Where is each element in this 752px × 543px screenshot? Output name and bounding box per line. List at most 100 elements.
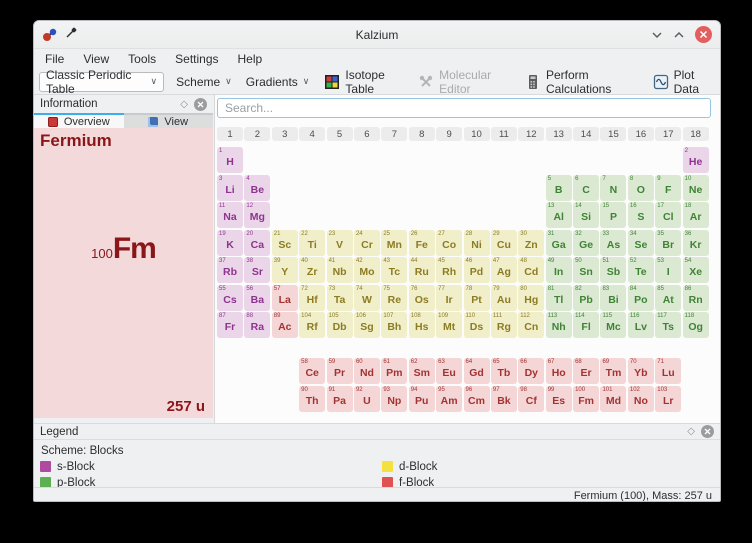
search-input[interactable] [217, 98, 711, 118]
element-cell-Mn[interactable]: 25 Mn [381, 229, 408, 256]
menu-item-help[interactable]: Help [237, 52, 263, 66]
menu-item-file[interactable]: File [45, 52, 65, 66]
element-cell-Ho[interactable]: 67 Ho [545, 358, 572, 384]
element-cell-Fl[interactable]: 114 Fl [573, 312, 600, 338]
element-cell-Pd[interactable]: 46 Pd [463, 257, 490, 283]
element-cell-Rn[interactable]: 86 Rn [682, 284, 709, 311]
menu-item-tools[interactable]: Tools [128, 52, 157, 66]
float-dock-icon[interactable]: ◇ [180, 98, 188, 110]
element-cell-Rb[interactable]: 37 Rb [217, 257, 243, 283]
element-cell-Mg[interactable]: 12 Mg [244, 202, 271, 228]
element-cell-No[interactable]: 102 No [627, 385, 654, 412]
element-cell-Am[interactable]: 95 Am [436, 385, 463, 412]
element-cell-Ba[interactable]: 56 Ba [244, 284, 271, 311]
element-cell-Li[interactable]: 3 Li [217, 174, 243, 201]
element-cell-Pu[interactable]: 94 Pu [408, 385, 435, 412]
element-cell-Os[interactable]: 76 Os [408, 284, 435, 311]
element-cell-Cr[interactable]: 24 Cr [353, 229, 380, 256]
element-cell-Si[interactable]: 14 Si [573, 202, 600, 228]
tab-view[interactable]: View [123, 113, 213, 129]
element-cell-Ga[interactable]: 31 Ga [545, 229, 572, 256]
element-cell-P[interactable]: 15 P [600, 202, 627, 228]
element-cell-Er[interactable]: 68 Er [573, 358, 600, 384]
element-cell-Lu[interactable]: 71 Lu [655, 358, 682, 384]
float-dock-icon[interactable]: ◇ [687, 426, 695, 437]
minimize-button[interactable] [651, 31, 663, 39]
element-cell-Cu[interactable]: 29 Cu [490, 229, 517, 256]
element-cell-Ca[interactable]: 20 Ca [244, 229, 271, 256]
element-cell-W[interactable]: 74 W [353, 284, 380, 311]
element-cell-Pr[interactable]: 59 Pr [326, 358, 353, 384]
element-cell-Y[interactable]: 39 Y [271, 257, 298, 283]
element-cell-Ti[interactable]: 22 Ti [299, 229, 326, 256]
element-cell-Ts[interactable]: 117 Ts [655, 312, 682, 338]
element-cell-Ge[interactable]: 32 Ge [573, 229, 600, 256]
element-cell-La[interactable]: 57 La [271, 284, 298, 311]
element-cell-Lv[interactable]: 116 Lv [627, 312, 654, 338]
element-cell-Te[interactable]: 52 Te [627, 257, 654, 283]
tab-overview[interactable]: Overview [34, 113, 124, 129]
element-cell-Mt[interactable]: 109 Mt [436, 312, 463, 338]
element-cell-Og[interactable]: 118 Og [682, 312, 709, 338]
table-type-select[interactable]: Classic Periodic Table ∨ [39, 68, 165, 96]
element-cell-Re[interactable]: 75 Re [381, 284, 408, 311]
element-cell-Be[interactable]: 4 Be [244, 174, 271, 201]
scheme-dropdown[interactable]: Scheme ∨ [176, 74, 232, 89]
element-cell-Cl[interactable]: 17 Cl [655, 202, 682, 228]
element-cell-Ra[interactable]: 88 Ra [244, 312, 271, 338]
element-cell-Yb[interactable]: 70 Yb [627, 358, 654, 384]
element-cell-Sr[interactable]: 38 Sr [244, 257, 271, 283]
close-dock-icon[interactable] [701, 425, 714, 438]
element-cell-Sb[interactable]: 51 Sb [600, 257, 627, 283]
element-cell-Mo[interactable]: 42 Mo [353, 257, 380, 283]
element-cell-Db[interactable]: 105 Db [326, 312, 353, 338]
element-cell-V[interactable]: 23 V [326, 229, 353, 256]
element-cell-Ru[interactable]: 44 Ru [408, 257, 435, 283]
element-cell-Co[interactable]: 27 Co [436, 229, 463, 256]
element-cell-Ne[interactable]: 10 Ne [682, 174, 709, 201]
element-cell-Fe[interactable]: 26 Fe [408, 229, 435, 256]
element-cell-Fr[interactable]: 87 Fr [217, 312, 243, 338]
element-cell-Tm[interactable]: 69 Tm [600, 358, 627, 384]
element-cell-Hf[interactable]: 72 Hf [299, 284, 326, 311]
element-cell-S[interactable]: 16 S [627, 202, 654, 228]
element-cell-K[interactable]: 19 K [217, 229, 243, 256]
element-cell-Cs[interactable]: 55 Cs [217, 284, 243, 311]
element-cell-Sn[interactable]: 50 Sn [573, 257, 600, 283]
element-cell-Xe[interactable]: 54 Xe [682, 257, 709, 283]
element-cell-I[interactable]: 53 I [655, 257, 682, 283]
element-cell-Au[interactable]: 79 Au [490, 284, 517, 311]
element-cell-Po[interactable]: 84 Po [627, 284, 654, 311]
element-cell-Md[interactable]: 101 Md [600, 385, 627, 412]
element-cell-Sm[interactable]: 62 Sm [408, 358, 435, 384]
element-cell-Ir[interactable]: 77 Ir [436, 284, 463, 311]
element-cell-Zr[interactable]: 40 Zr [299, 257, 326, 283]
element-cell-Ac[interactable]: 89 Ac [271, 312, 298, 338]
element-cell-Cf[interactable]: 98 Cf [518, 385, 545, 412]
element-cell-Al[interactable]: 13 Al [545, 202, 572, 228]
element-cell-In[interactable]: 49 In [545, 257, 572, 283]
element-cell-Sg[interactable]: 106 Sg [353, 312, 380, 338]
menu-item-settings[interactable]: Settings [175, 52, 219, 66]
element-cell-Dy[interactable]: 66 Dy [518, 358, 545, 384]
element-cell-Tl[interactable]: 81 Tl [545, 284, 572, 311]
element-cell-Na[interactable]: 11 Na [217, 202, 243, 228]
element-cell-Ar[interactable]: 18 Ar [682, 202, 709, 228]
element-cell-Pb[interactable]: 82 Pb [573, 284, 600, 311]
element-cell-Se[interactable]: 34 Se [627, 229, 654, 256]
gradients-dropdown[interactable]: Gradients ∨ [245, 74, 310, 89]
element-cell-Rf[interactable]: 104 Rf [299, 312, 326, 338]
element-cell-As[interactable]: 33 As [600, 229, 627, 256]
isotope-table-button[interactable]: Isotope Table [321, 68, 405, 96]
element-cell-U[interactable]: 92 U [353, 385, 380, 412]
element-cell-Ds[interactable]: 110 Ds [463, 312, 490, 338]
menu-item-view[interactable]: View [83, 52, 110, 66]
element-cell-Ta[interactable]: 73 Ta [326, 284, 353, 311]
close-button[interactable] [695, 26, 712, 43]
plot-data-button[interactable]: Plot Data [650, 68, 715, 96]
element-cell-Tb[interactable]: 65 Tb [490, 358, 517, 384]
element-cell-Pa[interactable]: 91 Pa [326, 385, 353, 412]
